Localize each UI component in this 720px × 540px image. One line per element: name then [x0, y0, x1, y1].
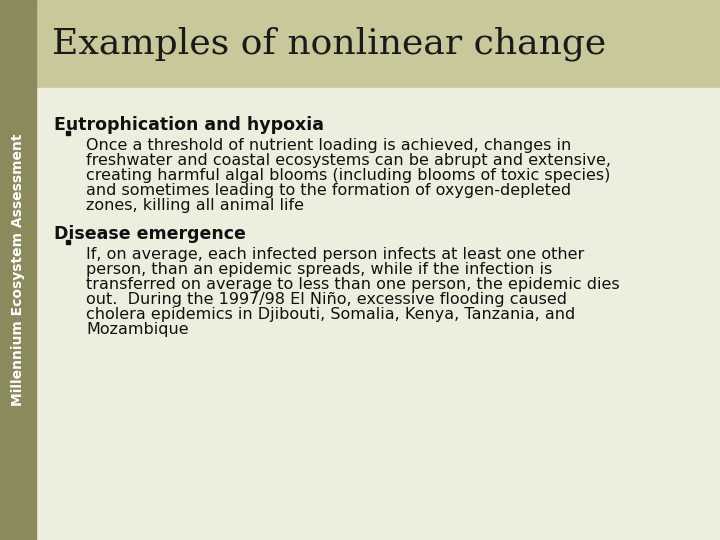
Text: creating harmful algal blooms (including blooms of toxic species): creating harmful algal blooms (including… [86, 168, 611, 183]
Text: freshwater and coastal ecosystems can be abrupt and extensive,: freshwater and coastal ecosystems can be… [86, 153, 611, 168]
Text: person, than an epidemic spreads, while if the infection is: person, than an epidemic spreads, while … [86, 262, 552, 277]
Text: Disease emergence: Disease emergence [54, 225, 246, 243]
Text: out.  During the 1997/98 El Niño, excessive flooding caused: out. During the 1997/98 El Niño, excessi… [86, 292, 567, 307]
Bar [36, 88, 720, 540]
Bar [36, 0, 720, 88]
Text: If, on average, each infected person infects at least one other: If, on average, each infected person inf… [86, 247, 584, 262]
Text: Once a threshold of nutrient loading is achieved, changes in: Once a threshold of nutrient loading is … [86, 138, 571, 153]
Text: zones, killing all animal life: zones, killing all animal life [86, 198, 304, 213]
Text: Millennium Ecosystem Assessment: Millennium Ecosystem Assessment [11, 134, 25, 406]
Text: cholera epidemics in Djibouti, Somalia, Kenya, Tanzania, and: cholera epidemics in Djibouti, Somalia, … [86, 307, 575, 322]
Text: Mozambique: Mozambique [86, 322, 189, 337]
Text: Eutrophication and hypoxia: Eutrophication and hypoxia [54, 116, 324, 134]
Text: transferred on average to less than one person, the epidemic dies: transferred on average to less than one … [86, 277, 620, 292]
Text: and sometimes leading to the formation of oxygen-depleted: and sometimes leading to the formation o… [86, 183, 571, 198]
Bar [0, 0, 36, 540]
Text: Examples of nonlinear change: Examples of nonlinear change [52, 27, 606, 61]
